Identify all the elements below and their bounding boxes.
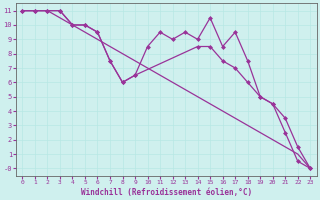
X-axis label: Windchill (Refroidissement éolien,°C): Windchill (Refroidissement éolien,°C) bbox=[81, 188, 252, 197]
